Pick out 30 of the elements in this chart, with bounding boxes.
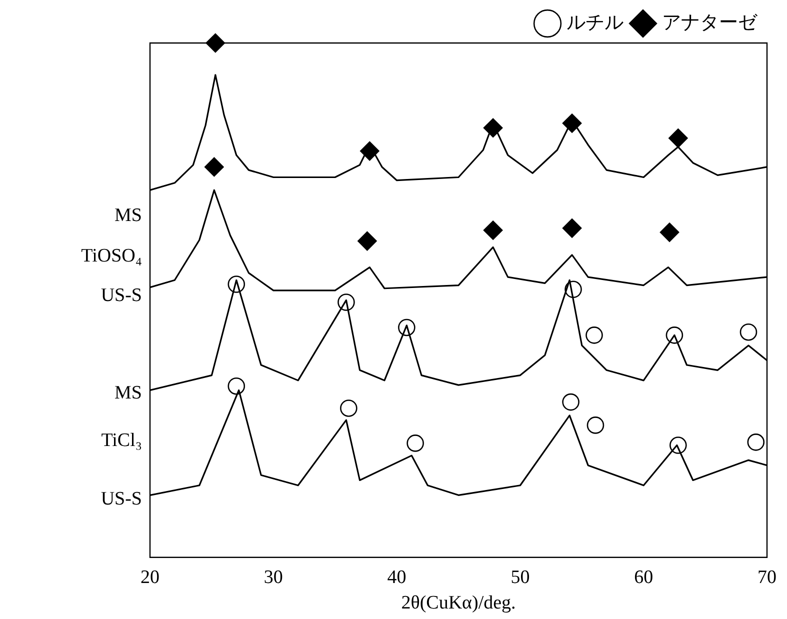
x-tick-label: 30 — [264, 566, 283, 588]
text: TiCl₃ — [101, 430, 142, 452]
x-tick-label: 50 — [510, 566, 530, 588]
legend-label: ルチル — [566, 12, 624, 34]
x-tick-label: 60 — [634, 566, 654, 588]
text: US-S — [100, 488, 142, 510]
x-axis-title: 2θ(CuKα)/deg. — [401, 592, 516, 614]
text: MS — [114, 382, 142, 404]
point — [228, 377, 246, 395]
point — [204, 157, 224, 177]
point — [206, 33, 226, 53]
point — [562, 218, 582, 238]
point — [562, 393, 580, 411]
point — [358, 231, 377, 251]
point — [586, 416, 604, 434]
legend-label: アナターゼ — [662, 12, 758, 34]
point — [668, 128, 688, 148]
point — [340, 400, 358, 417]
text: TiOSO₄ — [81, 245, 142, 266]
point — [483, 220, 503, 240]
point — [406, 434, 424, 452]
x-tick-label: 70 — [758, 566, 776, 588]
point — [740, 323, 758, 341]
text: MS — [114, 204, 142, 226]
x-tick-label: 20 — [140, 566, 160, 588]
point — [660, 222, 680, 242]
x-tick-label: 40 — [387, 566, 406, 588]
text: US-S — [100, 285, 142, 306]
point — [747, 434, 765, 451]
point — [586, 326, 603, 344]
